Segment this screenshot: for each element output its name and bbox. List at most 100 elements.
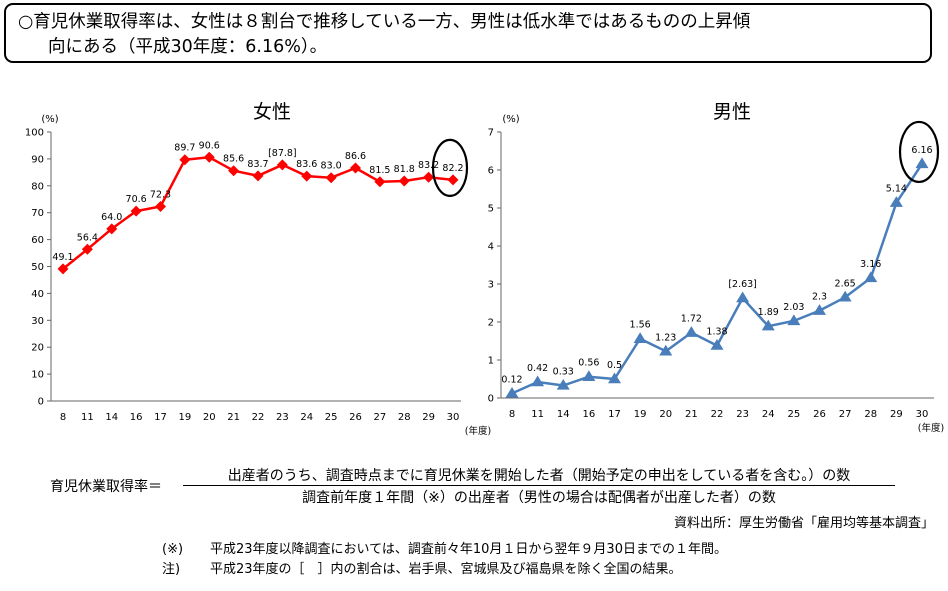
data-point	[81, 243, 93, 255]
data-point	[398, 175, 410, 187]
x-tick-label: 24	[762, 409, 775, 420]
data-label: 85.6	[223, 154, 244, 165]
x-tick-label: 19	[634, 409, 647, 420]
x-tick-label: 28	[864, 409, 877, 420]
x-tick-label: 24	[300, 412, 313, 423]
y-unit-label: (%)	[41, 114, 58, 125]
y-tick-label: 20	[31, 343, 44, 354]
chart-title: 男性	[713, 101, 751, 123]
highlight-ellipse	[898, 120, 940, 184]
data-point	[813, 304, 826, 315]
data-label: 0.5	[607, 360, 622, 371]
x-tick-label: 14	[557, 409, 570, 420]
y-tick-label: 3	[488, 280, 494, 291]
x-tick-label: 8	[509, 409, 515, 420]
y-tick-label: 80	[31, 181, 44, 192]
note-1-mark: (※)	[162, 542, 184, 557]
data-label: 6.16	[911, 145, 932, 156]
data-label: 5.14	[886, 184, 907, 195]
data-label: 2.03	[783, 302, 804, 313]
data-label: [87.8]	[268, 148, 297, 159]
x-tick-label: 30	[916, 409, 929, 420]
data-point	[582, 370, 596, 381]
data-label: 1.56	[630, 320, 651, 331]
x-tick-label: 25	[788, 409, 801, 420]
data-label: 0.56	[578, 358, 599, 369]
y-tick-label: 90	[31, 154, 44, 165]
y-tick-label: 30	[31, 316, 44, 327]
data-point	[608, 372, 621, 384]
y-tick-label: 0	[38, 397, 44, 408]
data-label: 2.3	[812, 292, 827, 303]
formula-denominator: 調査前年度１年間（※）の出産者（男性の場合は配偶者が出産した者）の数	[302, 490, 776, 506]
data-label: 86.6	[345, 151, 366, 162]
data-label: 1.89	[758, 307, 779, 318]
formula-lhs: 育児休業取得率＝	[50, 479, 162, 495]
data-point	[374, 176, 386, 188]
data-point	[736, 291, 750, 303]
data-label: 83.7	[247, 159, 268, 170]
data-label: 56.4	[77, 232, 98, 243]
note-1: (※) 平成23年度以降調査においては、調査前々年10月１日から翌年９月30日まで…	[162, 540, 727, 560]
data-point	[203, 151, 215, 163]
data-label: 64.0	[101, 212, 122, 223]
data-label: 70.6	[126, 194, 147, 205]
data-point	[447, 174, 459, 186]
x-tick-label: 21	[227, 412, 240, 423]
data-point	[684, 326, 698, 337]
x-tick-label: 11	[81, 412, 94, 423]
headline-line-1: ○育児休業取得率は、女性は８割台で推移している一方、男性は低水準ではあるものの上…	[18, 12, 751, 32]
x-tick-label: 16	[130, 412, 143, 423]
x-tick-label: 29	[890, 409, 903, 420]
data-label: 49.1	[52, 252, 73, 263]
data-point	[864, 271, 878, 283]
data-point	[761, 319, 775, 331]
data-point	[556, 378, 570, 390]
x-tick-label: 20	[659, 409, 672, 420]
y-tick-label: 0	[488, 394, 494, 405]
y-tick-label: 4	[488, 242, 494, 253]
series-line	[511, 163, 924, 395]
data-point	[350, 162, 361, 174]
data-label: [2.63]	[728, 279, 757, 290]
data-label: 81.8	[394, 164, 415, 175]
data-point	[301, 170, 313, 182]
note-2-text: 平成23年度の［ ］内の割合は、岩手県、宮城県及び福島県を除く全国の結果。	[210, 562, 682, 577]
x-tick-label: 14	[105, 412, 118, 423]
data-label: 1.72	[681, 314, 702, 325]
data-label: 0.42	[527, 363, 548, 374]
data-label: 2.65	[835, 278, 856, 289]
x-tick-label: 22	[711, 409, 724, 420]
x-tick-label: 22	[252, 412, 265, 423]
y-unit-label: (%)	[502, 114, 519, 125]
y-tick-label: 1	[488, 356, 494, 367]
data-label: 83.2	[418, 160, 439, 171]
formula: 育児休業取得率＝ 出産者のうち、調査時点までに育児休業を開始した者（開始予定の申…	[0, 465, 948, 506]
data-label: 83.0	[321, 161, 342, 172]
data-label: 90.6	[199, 140, 220, 151]
data-point	[276, 159, 288, 171]
data-point	[889, 196, 903, 207]
y-tick-label: 2	[488, 318, 494, 329]
data-label: 0.33	[553, 366, 574, 377]
x-tick-label: 16	[583, 409, 596, 420]
note-2-mark: 注)	[162, 562, 181, 577]
x-tick-label: 25	[325, 412, 338, 423]
data-point	[106, 223, 118, 235]
x-tick-label: 27	[374, 412, 387, 423]
data-point	[423, 171, 435, 183]
source-note: 資料出所：厚生労働省「雇用均等基本調査」	[673, 516, 934, 531]
x-tick-label: 11	[531, 409, 544, 420]
data-label: 3.16	[860, 259, 881, 270]
data-label: 81.5	[369, 165, 390, 176]
data-point	[915, 157, 929, 169]
y-tick-label: 50	[31, 262, 44, 273]
highlight-ellipse	[431, 138, 469, 197]
x-tick-label: 17	[608, 409, 621, 420]
y-tick-label: 60	[31, 235, 44, 246]
x-tick-label: 26	[349, 412, 362, 423]
data-point	[838, 290, 852, 302]
data-point	[228, 165, 240, 177]
y-tick-label: 100	[25, 128, 44, 139]
data-point	[531, 375, 545, 387]
